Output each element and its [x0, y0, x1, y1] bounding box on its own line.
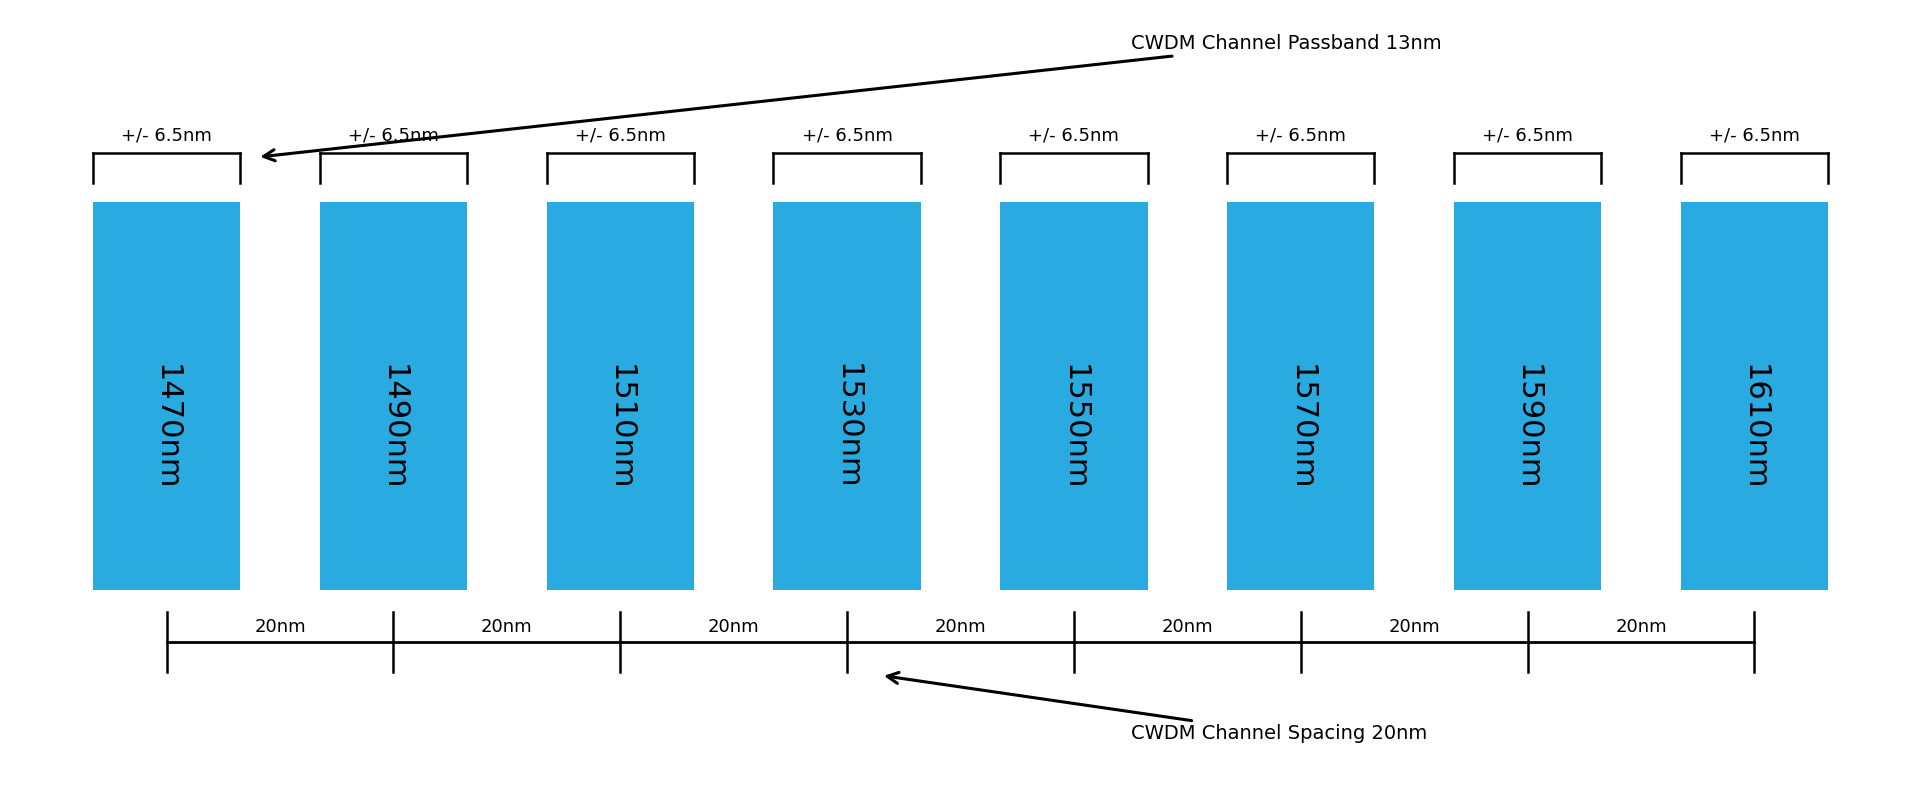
Bar	[319, 202, 467, 590]
Text: +/- 6.5nm: +/- 6.5nm	[1028, 126, 1120, 145]
Bar	[92, 202, 240, 590]
Bar	[1001, 202, 1147, 590]
Bar	[1681, 202, 1829, 590]
Bar	[547, 202, 693, 590]
Text: 20nm: 20nm	[1162, 618, 1214, 636]
Bar	[1228, 202, 1374, 590]
Text: 20nm: 20nm	[1389, 618, 1441, 636]
Text: 20nm: 20nm	[1616, 618, 1667, 636]
Text: 1610nm: 1610nm	[1740, 364, 1769, 490]
Text: 1490nm: 1490nm	[378, 364, 407, 490]
Text: 1510nm: 1510nm	[605, 364, 634, 490]
Text: +/- 6.5nm: +/- 6.5nm	[1254, 126, 1347, 145]
Text: 20nm: 20nm	[936, 618, 985, 636]
Text: +/- 6.5nm: +/- 6.5nm	[1710, 126, 1800, 145]
Text: 1570nm: 1570nm	[1287, 364, 1316, 490]
Text: +/- 6.5nm: +/- 6.5nm	[1483, 126, 1573, 145]
Text: 20nm: 20nm	[707, 618, 759, 636]
Bar	[1454, 202, 1602, 590]
Text: +/- 6.5nm: +/- 6.5nm	[348, 126, 438, 145]
Text: 1530nm: 1530nm	[832, 364, 863, 490]
Text: 20nm: 20nm	[480, 618, 532, 636]
Text: +/- 6.5nm: +/- 6.5nm	[574, 126, 667, 145]
Text: +/- 6.5nm: +/- 6.5nm	[801, 126, 893, 145]
Text: +/- 6.5nm: +/- 6.5nm	[121, 126, 211, 145]
Bar	[774, 202, 920, 590]
Text: 1470nm: 1470nm	[152, 364, 181, 490]
Text: 1550nm: 1550nm	[1058, 364, 1089, 490]
Text: CWDM Channel Passband 13nm: CWDM Channel Passband 13nm	[263, 34, 1441, 161]
Text: 1590nm: 1590nm	[1514, 364, 1543, 490]
Text: CWDM Channel Spacing 20nm: CWDM Channel Spacing 20nm	[888, 673, 1427, 743]
Text: 20nm: 20nm	[254, 618, 305, 636]
